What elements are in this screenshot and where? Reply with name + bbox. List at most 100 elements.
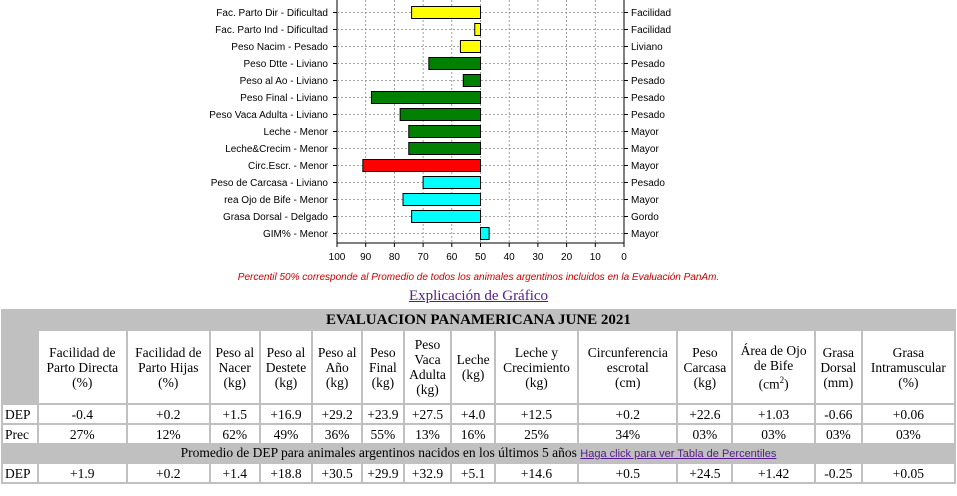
prec-row: Prec 27% 12% 62% 49% 36% 55% 13% 16% 25% 34% 03% 03… bbox=[3, 425, 954, 443]
table-cell: +24.5 bbox=[678, 464, 732, 482]
table-cell: -0.25 bbox=[815, 464, 861, 482]
column-header: Peso al Destete (kg) bbox=[260, 331, 312, 403]
x-tick-label: 50 bbox=[475, 252, 487, 263]
table-cell: -0.4 bbox=[38, 405, 126, 423]
table-cell: +22.6 bbox=[678, 405, 732, 423]
column-header: Facilidad de Parto Directa (%) bbox=[38, 331, 126, 403]
table-cell: +0.2 bbox=[579, 405, 677, 423]
table-cell: 13% bbox=[404, 425, 451, 443]
bar bbox=[459, 40, 482, 53]
column-header: Peso al Año (kg) bbox=[313, 331, 362, 403]
bar bbox=[462, 74, 481, 87]
table-cell: +14.6 bbox=[495, 464, 578, 482]
bar bbox=[411, 210, 481, 223]
x-tick-label: 20 bbox=[561, 252, 573, 263]
header-row: Facilidad de Parto Directa (%) Facilidad de… bbox=[3, 331, 954, 403]
trait-label-right: Pesado bbox=[631, 76, 665, 87]
trait-label-right: Facilidad bbox=[631, 25, 671, 36]
table-cell: 36% bbox=[313, 425, 362, 443]
table-cell: +16.9 bbox=[260, 405, 312, 423]
header-corner bbox=[3, 331, 37, 403]
chart-explanation-link[interactable]: Explicación de Gráfico bbox=[408, 288, 549, 304]
prec-row-label: Prec bbox=[3, 425, 37, 443]
average-caption: Promedio de DEP para animales argentinos… bbox=[3, 445, 954, 462]
x-tick-label: 90 bbox=[360, 252, 372, 263]
percentile-table-link[interactable]: Haga click para ver Tabla de Percentiles bbox=[580, 448, 777, 460]
table-cell: +0.2 bbox=[127, 464, 209, 482]
trait-label-right: Mayor bbox=[631, 127, 659, 138]
trait-label-left: Peso Vaca Adulta - Liviano bbox=[209, 110, 328, 121]
table-cell: +1.9 bbox=[38, 464, 126, 482]
column-header: Peso al Nacer (kg) bbox=[210, 331, 259, 403]
table-cell: +32.9 bbox=[404, 464, 451, 482]
bar bbox=[422, 176, 482, 189]
table-cell: +23.9 bbox=[363, 405, 403, 423]
trait-label-left: Grasa Dorsal - Delgado bbox=[223, 212, 328, 223]
trait-label-left: Peso de Carcasa - Liviano bbox=[211, 178, 329, 189]
x-tick-label: 10 bbox=[590, 252, 602, 263]
column-header: Leche y Crecimiento (kg) bbox=[495, 331, 578, 403]
table-cell: 34% bbox=[579, 425, 677, 443]
table-cell: +5.1 bbox=[452, 464, 494, 482]
table-cell: 55% bbox=[363, 425, 403, 443]
trait-label-left: Circ.Escr. - Menor bbox=[248, 161, 329, 172]
bar bbox=[370, 91, 481, 104]
trait-label-right: Pesado bbox=[631, 110, 665, 121]
trait-label-right: Pesado bbox=[631, 93, 665, 104]
table-cell: +0.5 bbox=[579, 464, 677, 482]
x-tick-label: 80 bbox=[389, 252, 401, 263]
trait-label-right: Mayor bbox=[631, 161, 659, 172]
bar bbox=[402, 193, 482, 206]
trait-label-right: Pesado bbox=[631, 178, 665, 189]
table-cell: 62% bbox=[210, 425, 259, 443]
table-cell: 12% bbox=[127, 425, 209, 443]
table-cell: +12.5 bbox=[495, 405, 578, 423]
table-cell: +29.2 bbox=[313, 405, 362, 423]
x-tick-label: 30 bbox=[532, 252, 544, 263]
average-dep-label: DEP bbox=[3, 464, 37, 482]
x-tick-label: 40 bbox=[504, 252, 516, 263]
table-cell: 03% bbox=[733, 425, 814, 443]
percentile-note: Percentil 50% corresponde al Promedio de… bbox=[237, 272, 720, 283]
table-title: EVALUACION PANAMERICANA JUNE 2021 bbox=[3, 311, 954, 329]
table-cell: +1.42 bbox=[733, 464, 814, 482]
table-cell: +0.05 bbox=[862, 464, 954, 482]
table-cell: -0.66 bbox=[815, 405, 861, 423]
x-tick-label: 60 bbox=[446, 252, 458, 263]
column-header: Peso Final (kg) bbox=[363, 331, 403, 403]
table-cell: +29.9 bbox=[363, 464, 403, 482]
average-dep-row: DEP +1.9 +0.2 +1.4 +18.8 +30.5 +29.9 +32.9 +5.1… bbox=[3, 464, 954, 482]
evaluation-table: EVALUACION PANAMERICANA JUNE 2021 Facili… bbox=[1, 309, 956, 484]
table-cell: +1.5 bbox=[210, 405, 259, 423]
bar bbox=[474, 23, 482, 36]
dep-row-label: DEP bbox=[3, 405, 37, 423]
table-cell: 49% bbox=[260, 425, 312, 443]
table-cell: +18.8 bbox=[260, 464, 312, 482]
trait-label-right: Mayor bbox=[631, 144, 659, 155]
trait-label-left: Leche&Crecim - Menor bbox=[225, 144, 328, 155]
column-header: Peso Vaca Adulta (kg) bbox=[404, 331, 451, 403]
column-header: Peso Carcasa (kg) bbox=[678, 331, 732, 403]
x-tick-label: 100 bbox=[329, 252, 346, 263]
bar bbox=[428, 57, 481, 70]
column-header: Circunferencia escrotal (cm) bbox=[579, 331, 677, 403]
average-caption-text: Promedio de DEP para animales argentinos… bbox=[180, 445, 577, 460]
trait-label-left: Leche - Menor bbox=[264, 127, 329, 138]
column-header: Leche (kg) bbox=[452, 331, 494, 403]
trait-label-left: Peso Dtte - Liviano bbox=[244, 59, 329, 70]
table-cell: +0.2 bbox=[127, 405, 209, 423]
table-cell: 03% bbox=[678, 425, 732, 443]
table-cell: +27.5 bbox=[404, 405, 451, 423]
bar bbox=[362, 159, 481, 172]
trait-label-right: Gordo bbox=[631, 212, 659, 223]
column-header: Grasa Intramuscular (%) bbox=[862, 331, 954, 403]
x-tick-label: 0 bbox=[621, 252, 627, 263]
bar bbox=[408, 142, 481, 155]
dep-row: DEP -0.4 +0.2 +1.5 +16.9 +29.2 +23.9 +27.5 +4.0… bbox=[3, 405, 954, 423]
trait-label-left: Peso al Ao - Liviano bbox=[240, 76, 329, 87]
table-cell: +1.4 bbox=[210, 464, 259, 482]
table-cell: +0.06 bbox=[862, 405, 954, 423]
trait-label-left: Peso Final - Liviano bbox=[240, 93, 328, 104]
column-header: Facilidad de Parto Hijas (%) bbox=[127, 331, 209, 403]
